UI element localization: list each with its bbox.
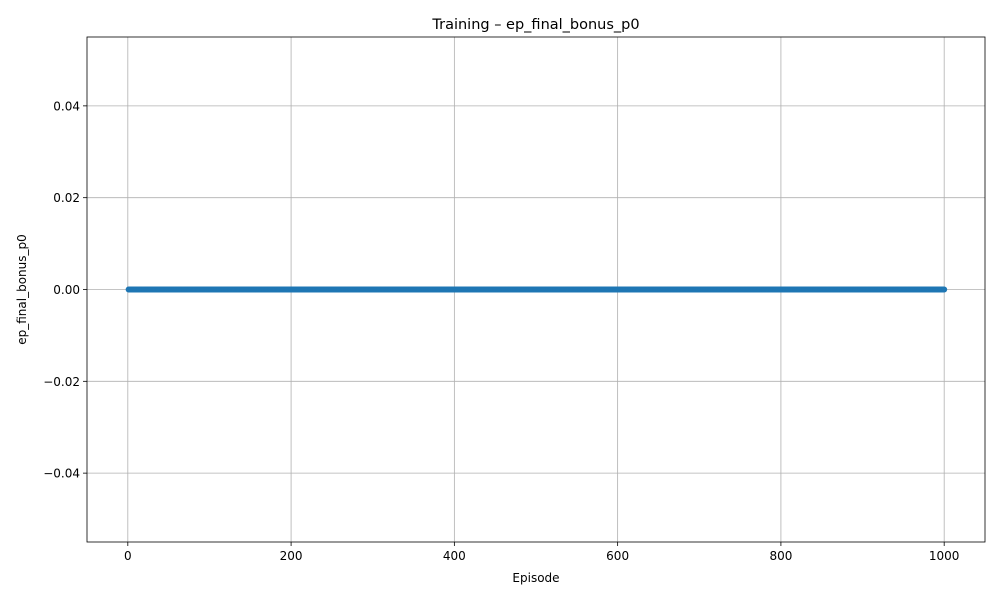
x-tick-label: 200: [280, 549, 303, 563]
x-tick-label: 800: [769, 549, 792, 563]
data-series: [125, 286, 948, 293]
y-tick-label: 0.02: [53, 191, 80, 205]
x-tick-label: 0: [124, 549, 132, 563]
chart-title: Training – ep_final_bonus_p0: [431, 17, 639, 33]
x-axis-ticks: 0 200 400 600 800 1000: [124, 542, 959, 563]
x-tick-label: 400: [443, 549, 466, 563]
y-tick-label: 0.04: [53, 99, 80, 113]
y-tick-label: −0.04: [43, 467, 80, 481]
data-point: [941, 286, 948, 293]
x-tick-label: 1000: [929, 549, 960, 563]
y-tick-label: 0.00: [53, 283, 80, 297]
y-axis-label: ep_final_bonus_p0: [15, 234, 29, 345]
y-axis-ticks: −0.04 −0.02 0.00 0.02 0.04: [43, 99, 87, 481]
y-tick-label: −0.02: [43, 375, 80, 389]
x-axis-label: Episode: [512, 571, 559, 585]
x-tick-label: 600: [606, 549, 629, 563]
